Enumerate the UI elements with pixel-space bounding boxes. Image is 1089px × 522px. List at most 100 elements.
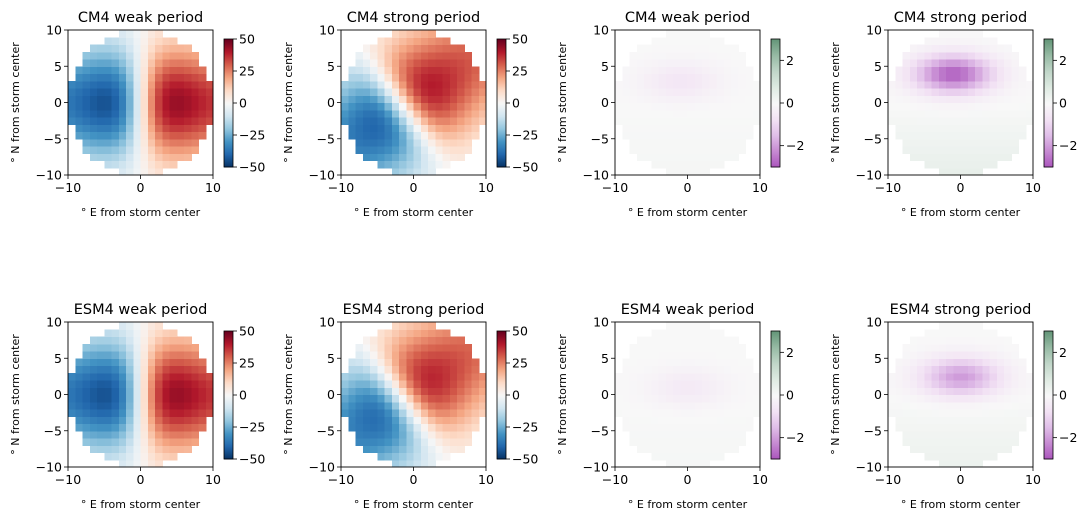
heatmap-cell <box>687 438 696 446</box>
heatmap-cell <box>989 131 998 140</box>
heatmap-cell <box>377 37 386 46</box>
heatmap-cell <box>442 452 451 461</box>
heatmap-cell <box>960 124 969 133</box>
heatmap-cell <box>155 37 163 46</box>
heatmap-cell <box>464 365 473 374</box>
heatmap-cell <box>924 51 933 60</box>
heatmap-cell <box>147 329 156 338</box>
heatmap <box>68 30 214 176</box>
heatmap-cell <box>377 438 386 446</box>
heatmap-cell <box>140 351 149 359</box>
heatmap-cell <box>888 409 896 417</box>
y-tick-label: −5 <box>317 423 335 438</box>
heatmap-cell <box>982 73 991 82</box>
heatmap-cell <box>716 358 725 367</box>
heatmap-cell <box>687 131 696 140</box>
colorbar-segment <box>771 127 780 130</box>
y-tick-label: 10 <box>593 23 609 38</box>
colorbar-segment <box>224 455 233 458</box>
heatmap-cell <box>924 438 933 446</box>
heatmap-cell <box>723 109 732 118</box>
heatmap-cell <box>362 430 371 439</box>
heatmap-cell <box>629 387 638 396</box>
colorbar-segment <box>224 425 233 428</box>
heatmap-cell <box>895 102 904 111</box>
heatmap-cell <box>680 160 689 169</box>
heatmap-cell <box>687 394 696 403</box>
heatmap-cell <box>162 66 171 75</box>
heatmap-cell <box>464 430 473 439</box>
heatmap-cell <box>384 59 393 67</box>
heatmap-cell <box>938 160 947 169</box>
heatmap-cell <box>362 124 371 133</box>
heatmap-cell <box>946 365 954 374</box>
heatmap-cell <box>1004 365 1012 374</box>
heatmap-cell <box>133 409 142 417</box>
heatmap-cell <box>716 80 725 89</box>
heatmap-cell <box>362 343 371 352</box>
heatmap-cell <box>665 380 674 388</box>
heatmap-cell <box>989 394 998 403</box>
colorbar-segment <box>497 379 506 382</box>
heatmap-cell <box>406 80 415 89</box>
colorbar-segment <box>771 85 780 88</box>
heatmap-cell <box>680 138 689 147</box>
heatmap-cell <box>731 358 739 367</box>
heatmap-cell <box>428 95 436 104</box>
colorbar-segment <box>224 137 233 140</box>
heatmap-cell <box>938 80 947 89</box>
heatmap-cell <box>902 51 911 60</box>
heatmap-cell <box>126 30 134 38</box>
heatmap-cell <box>155 95 163 104</box>
heatmap-cell <box>651 430 660 439</box>
heatmap-cell <box>644 380 652 388</box>
heatmap-cell <box>111 372 120 381</box>
heatmap-cell <box>931 416 940 425</box>
colorbar-segment <box>497 335 506 338</box>
heatmap-cell <box>362 445 371 454</box>
heatmap-cell <box>89 59 98 67</box>
colorbar-segment <box>1044 93 1053 96</box>
heatmap-cell <box>355 66 364 75</box>
heatmap-cell <box>147 66 156 75</box>
colorbar-segment <box>497 117 506 120</box>
heatmap-cell <box>938 88 947 96</box>
heatmap-cell <box>162 343 171 352</box>
heatmap-cell <box>140 343 149 352</box>
heatmap-cell <box>629 146 638 154</box>
colorbar-segment <box>1044 127 1053 130</box>
heatmap-cell <box>895 387 904 396</box>
heatmap-cell <box>140 358 149 367</box>
colorbar-segment <box>771 337 780 340</box>
heatmap-cell <box>629 51 638 60</box>
colorbar-segment <box>1044 457 1053 460</box>
heatmap-cell <box>184 95 192 104</box>
heatmap-cell <box>147 365 156 374</box>
heatmap-cell <box>82 117 91 125</box>
heatmap-cell <box>694 51 703 60</box>
heatmap-cell <box>982 37 991 46</box>
heatmap-cell <box>384 380 393 388</box>
heatmap-cell <box>89 438 98 446</box>
heatmap-cell <box>406 459 415 468</box>
heatmap-cell <box>442 37 451 46</box>
heatmap-cell <box>104 138 113 147</box>
heatmap-cell <box>435 37 444 46</box>
heatmap-cell <box>82 66 91 75</box>
heatmap-cell <box>133 102 142 111</box>
panel-title: ESM4 weak period <box>621 302 755 318</box>
heatmap-cell <box>126 416 134 425</box>
heatmap-cell <box>478 109 487 118</box>
heatmap-cell <box>391 358 400 367</box>
heatmap-cell <box>665 336 674 345</box>
heatmap-cell <box>996 153 1005 162</box>
heatmap-cell <box>909 394 918 403</box>
colorbar-segment <box>771 117 780 120</box>
heatmap-cell <box>464 73 473 82</box>
heatmap-cell <box>1004 423 1012 432</box>
heatmap-cell <box>931 452 940 461</box>
heatmap-cell <box>902 351 911 359</box>
colorbar-segment <box>771 455 780 458</box>
heatmap-cell <box>975 30 983 38</box>
